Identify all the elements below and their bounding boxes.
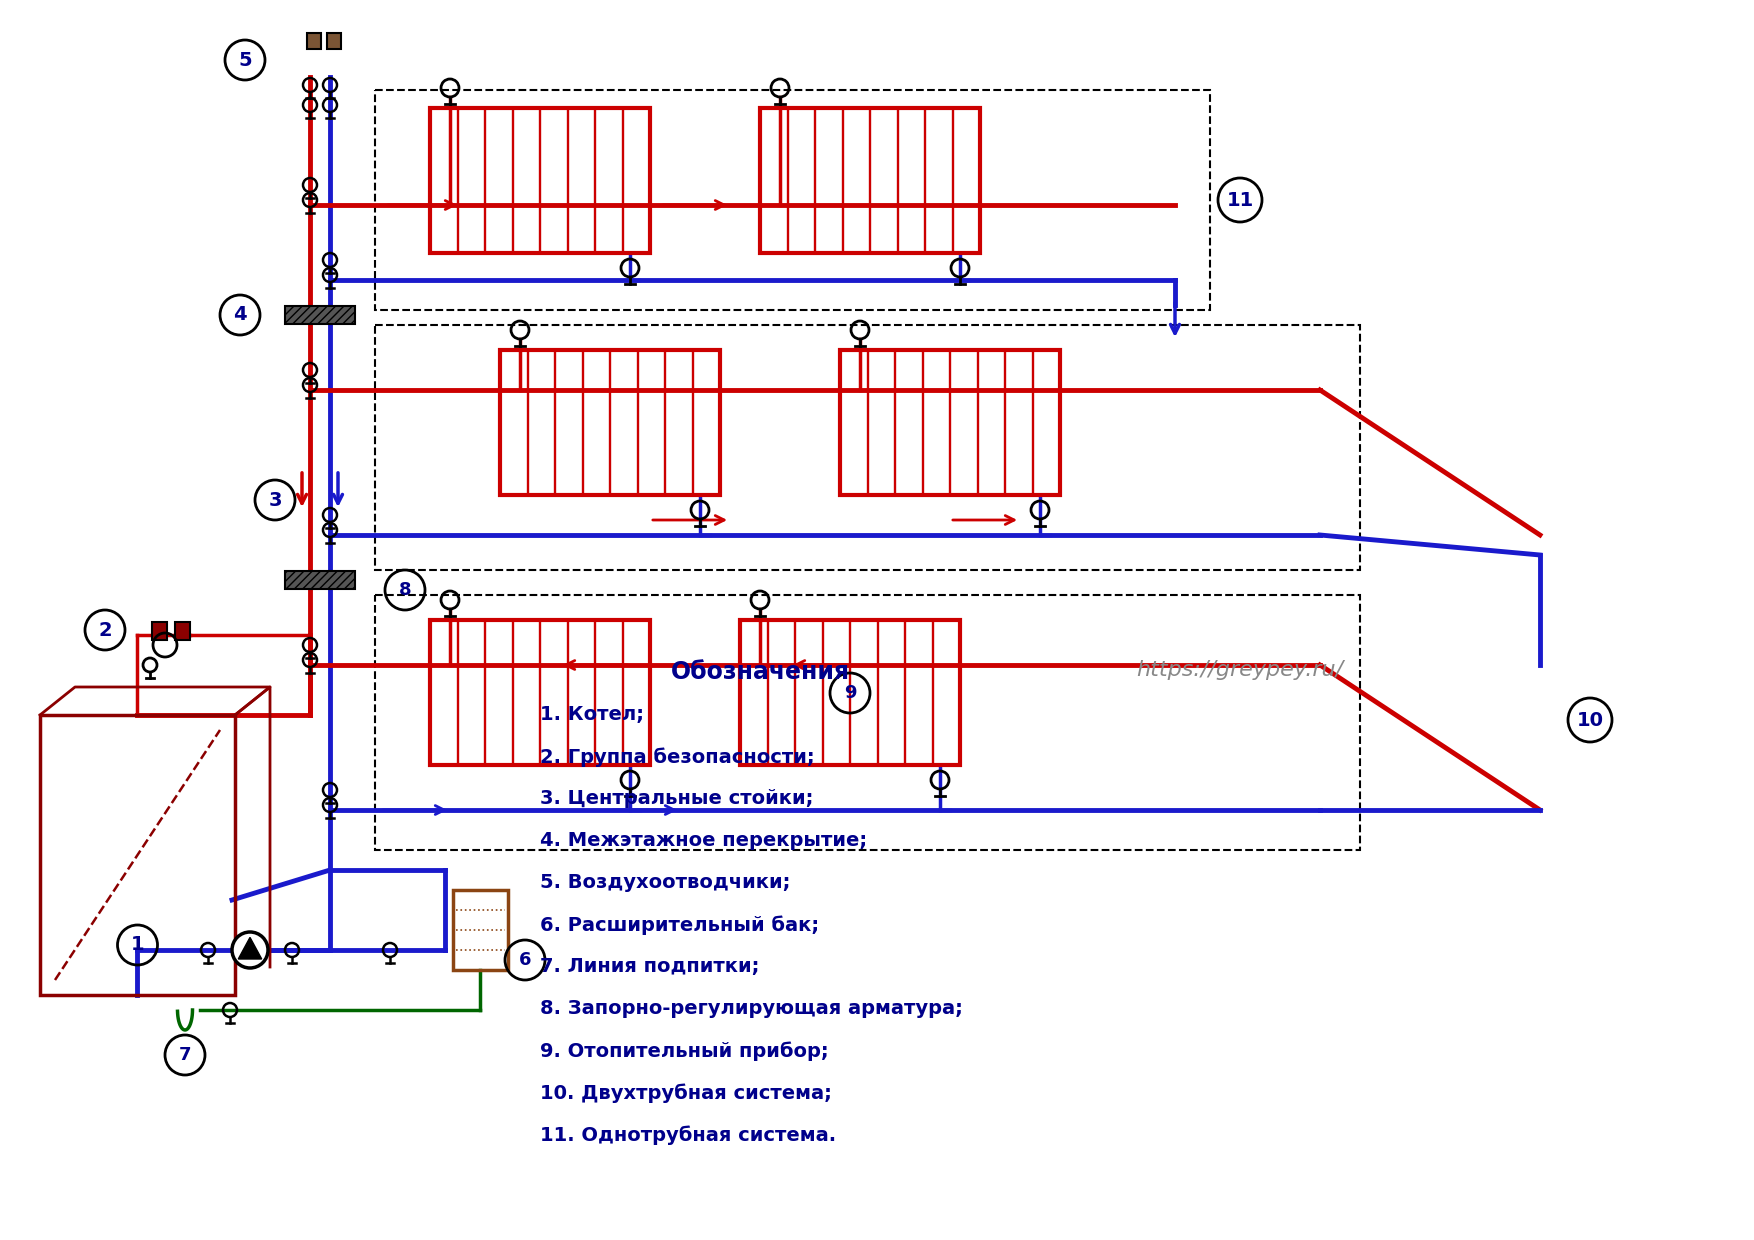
Bar <box>375 91 1210 310</box>
Text: Обозначения: Обозначения <box>670 660 849 684</box>
Bar <box>40 715 235 994</box>
Bar <box>430 620 651 765</box>
Text: 1. Котел;: 1. Котел; <box>540 706 644 724</box>
Bar <box>284 570 354 589</box>
Text: 10: 10 <box>1577 711 1603 729</box>
Text: 3: 3 <box>268 491 282 510</box>
Bar <box>153 622 167 640</box>
Text: 7. Линия подпитки;: 7. Линия подпитки; <box>540 957 759 976</box>
Text: 3. Центральные стойки;: 3. Центральные стойки; <box>540 789 814 808</box>
Bar <box>326 33 340 50</box>
Bar <box>430 108 651 253</box>
Text: 11. Однотрубная система.: 11. Однотрубная система. <box>540 1125 837 1145</box>
Bar <box>453 890 507 970</box>
Text: 11: 11 <box>1226 191 1254 210</box>
Text: https://greypey.ru/: https://greypey.ru/ <box>1137 660 1344 680</box>
Text: 2. Группа безопасности;: 2. Группа безопасности; <box>540 746 814 766</box>
Bar <box>307 33 321 50</box>
Bar <box>840 350 1059 495</box>
Bar <box>759 108 980 253</box>
Text: 10. Двухтрубная система;: 10. Двухтрубная система; <box>540 1083 831 1102</box>
Text: 6: 6 <box>519 951 531 968</box>
Bar <box>740 620 959 765</box>
Text: 1: 1 <box>132 935 144 955</box>
Text: 6. Расширительный бак;: 6. Расширительный бак; <box>540 915 819 935</box>
Text: 2: 2 <box>98 620 112 640</box>
Bar <box>175 622 189 640</box>
Text: 5: 5 <box>239 51 253 69</box>
Text: 4. Межэтажное перекрытие;: 4. Межэтажное перекрытие; <box>540 831 866 849</box>
Text: 9. Отопительный прибор;: 9. Отопительный прибор; <box>540 1042 828 1060</box>
Text: 8. Запорно-регулирующая арматура;: 8. Запорно-регулирующая арматура; <box>540 999 963 1018</box>
Circle shape <box>232 932 268 968</box>
Bar <box>375 595 1359 849</box>
Text: 9: 9 <box>844 684 856 702</box>
Text: 5. Воздухоотводчики;: 5. Воздухоотводчики; <box>540 873 791 892</box>
Bar <box>375 325 1359 570</box>
Text: 7: 7 <box>179 1047 191 1064</box>
Bar <box>284 306 354 324</box>
Text: 4: 4 <box>233 305 247 325</box>
Bar <box>500 350 719 495</box>
Polygon shape <box>239 937 261 959</box>
Text: 8: 8 <box>398 582 410 599</box>
